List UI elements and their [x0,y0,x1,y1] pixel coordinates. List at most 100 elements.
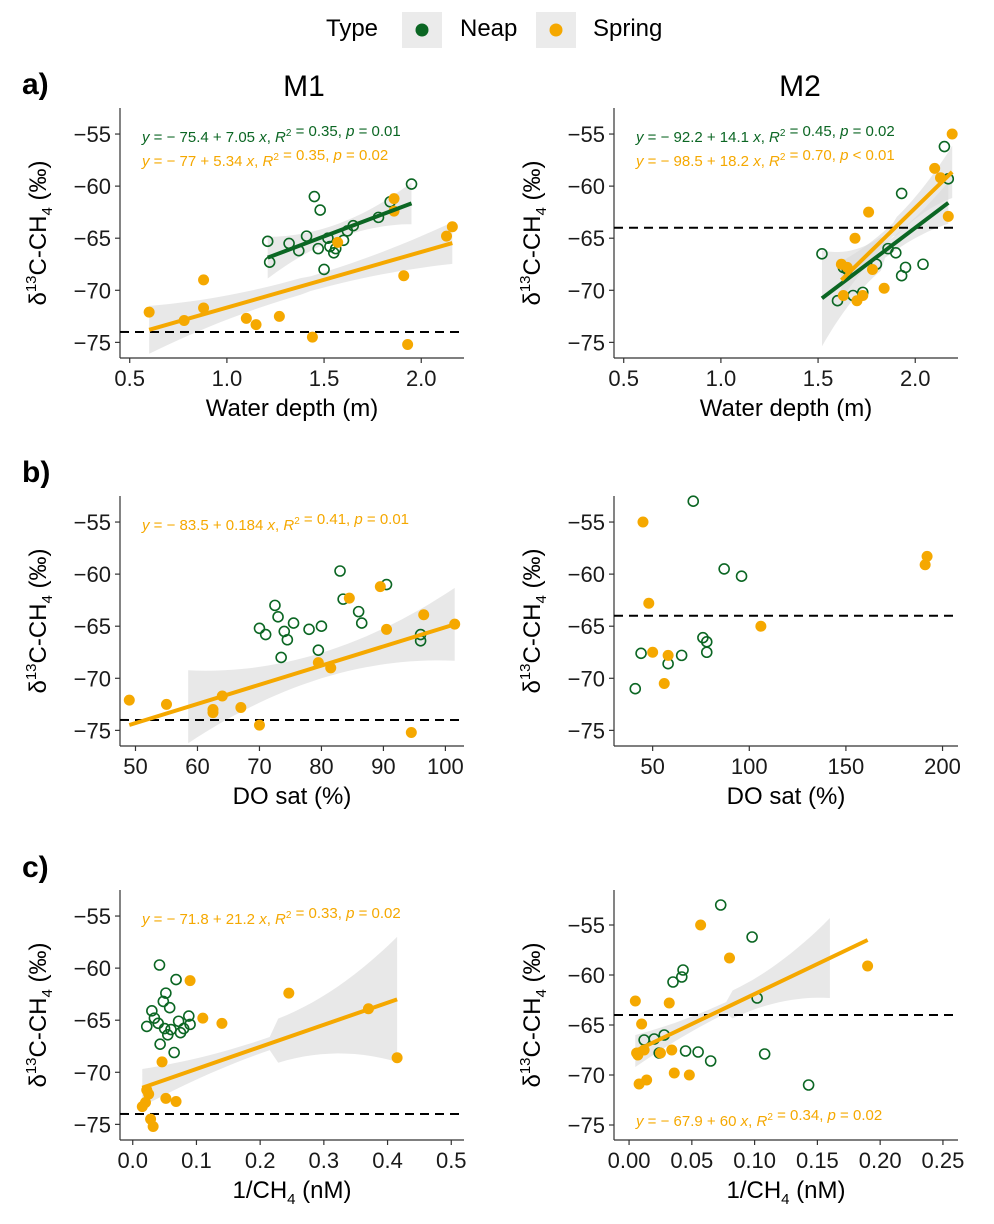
point-spring [273,310,285,322]
y-tick-label: −75 [74,330,111,355]
y-tick-label: −75 [568,1113,605,1138]
confidence-band-neap [822,182,949,347]
point-neap [704,1055,717,1067]
y-tick-label: −60 [568,963,605,988]
point-spring [654,1047,666,1059]
y-tick-label: −65 [74,1008,111,1033]
y-tick-label: −70 [74,666,111,691]
point-spring [402,338,414,350]
point-neap [261,235,274,248]
y-axis-title: δ13C-CH4 (‰) [517,548,550,693]
point-neap [895,187,908,200]
y-tick-label: −65 [568,226,605,251]
equation-spring: y = − 71.8 + 21.2 x, R2 = 0.33, p = 0.02 [141,905,401,928]
x-tick-label: 2.0 [900,366,931,391]
point-spring [398,270,410,282]
point-spring [666,1044,678,1056]
point-neap [281,633,294,646]
confidence-band-spring [142,936,398,1107]
x-tick-label: 0.00 [608,1148,651,1173]
point-neap [315,620,328,633]
point-spring [405,726,417,738]
point-neap [714,899,727,911]
point-spring [198,274,210,286]
point-neap [314,204,326,216]
point-neap [735,570,748,583]
point-spring [343,592,355,604]
fit-line-spring [141,997,398,1090]
equation-spring: y = − 77 + 5.34 x, R2 = 0.35, p = 0.02 [141,147,388,170]
point-spring [866,263,878,275]
y-tick-label: −65 [74,614,111,639]
y-tick-label: −70 [568,666,605,691]
y-tick-label: −70 [74,278,111,303]
y-tick-label: −60 [568,174,605,199]
point-neap [170,973,182,986]
point-neap [259,628,272,641]
y-tick-label: −60 [568,562,605,587]
point-spring [629,995,641,1007]
x-tick-label: 0.0 [117,1148,148,1173]
x-tick-label: 0.05 [670,1148,713,1173]
fit-line-neap [820,201,950,300]
x-tick-label: 0.15 [796,1148,839,1173]
point-neap [146,1005,158,1017]
point-neap [160,987,172,999]
y-tick-label: −75 [568,718,605,743]
panel-2-0: −55 −60 −65 −70 −750.0 0.1 0.2 0.3 0.4 0.5 1/CH4 (… [23,890,467,1208]
point-spring [755,620,767,632]
point-neap [140,1020,153,1033]
y-tick-label: −75 [568,330,605,355]
fit-line-spring [148,241,453,332]
point-spring [147,1120,159,1132]
confidence-band-spring [635,918,830,1067]
x-axis-title: Water depth (m) [206,395,379,422]
row-tag-c: c) [22,851,49,884]
point-spring [441,230,453,242]
x-tick-label: 50 [640,754,664,779]
point-neap [172,1015,185,1028]
x-tick-label: 1.5 [803,366,834,391]
row-tag-a: a) [22,68,49,101]
equation-spring: y = − 98.5 + 18.2 x, R2 = 0.70, p < 0.01 [635,147,895,170]
x-tick-label: 0.3 [309,1148,340,1173]
legend-neap-marker [415,23,429,37]
fit-line-spring [128,622,456,727]
point-neap [675,649,688,662]
point-spring [942,210,954,222]
point-neap [318,263,330,276]
point-neap [667,976,679,988]
x-tick-label: 0.25 [922,1148,965,1173]
point-spring [636,1018,648,1030]
point-neap [802,1079,815,1091]
point-neap [158,1022,171,1035]
fit-line-spring [839,170,954,282]
x-tick-label: 100 [427,754,464,779]
point-neap [816,248,828,260]
point-spring [857,290,869,301]
point-neap [405,178,418,190]
point-spring [391,1052,403,1064]
point-spring [647,646,659,658]
point-spring [929,162,941,174]
x-tick-label: 90 [371,754,395,779]
point-spring [143,306,155,318]
x-tick-label: 0.10 [733,1148,776,1173]
point-spring [170,1095,182,1107]
point-neap [308,190,321,203]
point-neap [758,1048,771,1060]
panel-1-0: −55 −60 −65 −70 −75 50 60 70 80 90 100 DO sat (%) δ1… [23,496,464,810]
point-spring [374,581,386,593]
point-spring [662,649,674,661]
x-tick-label: 0.20 [859,1148,902,1173]
point-neap [746,931,758,943]
point-neap [312,242,325,255]
column-title-m2: M2 [779,70,821,103]
y-axis-title: δ13C-CH4 (‰) [517,160,550,305]
point-neap [917,258,929,271]
fit-line-neap [266,201,413,260]
y-tick-label: −65 [74,226,111,251]
x-tick-label: 1.0 [706,366,737,391]
